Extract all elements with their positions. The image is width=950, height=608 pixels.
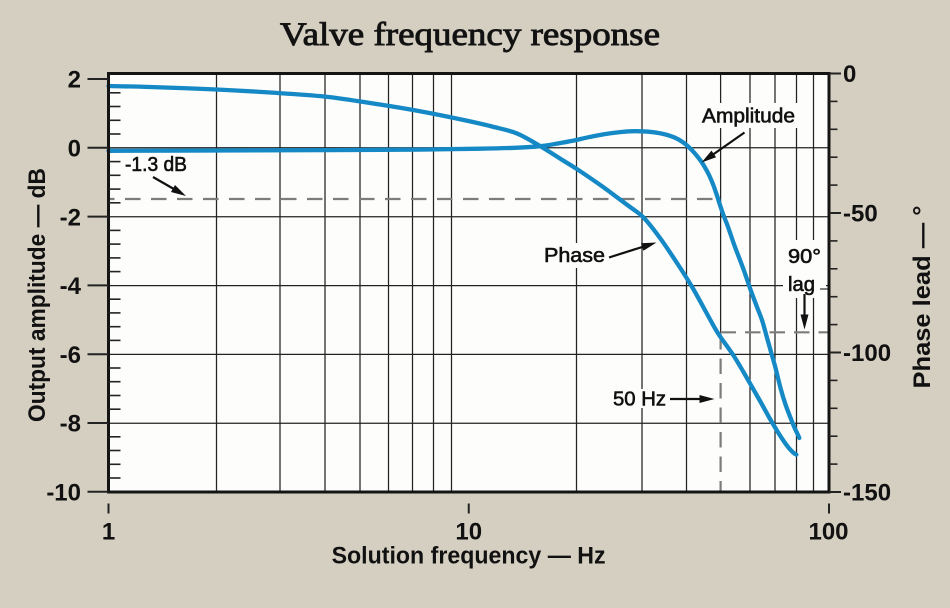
svg-text:-6: -6 (60, 342, 81, 369)
svg-text:0: 0 (843, 61, 856, 88)
svg-text:Valve frequency response: Valve frequency response (280, 17, 660, 53)
svg-text:90°: 90° (788, 246, 821, 268)
svg-text:-50: -50 (843, 201, 878, 228)
svg-text:Phase: Phase (544, 245, 605, 267)
svg-text:10: 10 (455, 519, 482, 546)
svg-text:-150: -150 (843, 480, 891, 507)
svg-text:-4: -4 (60, 273, 82, 300)
svg-text:Amplitude: Amplitude (702, 106, 795, 128)
svg-text:0: 0 (68, 136, 81, 163)
svg-text:-1.3 dB: -1.3 dB (125, 154, 187, 176)
svg-text:Output amplitude — dB: Output amplitude — dB (24, 168, 51, 422)
svg-text:-100: -100 (843, 340, 891, 367)
svg-text:lag: lag (788, 274, 815, 296)
svg-text:100: 100 (808, 519, 848, 546)
svg-text:Phase lead — °: Phase lead — ° (909, 206, 936, 389)
svg-text:1: 1 (102, 519, 115, 546)
svg-text:Solution frequency — Hz: Solution frequency — Hz (332, 543, 606, 570)
svg-text:2: 2 (68, 67, 81, 94)
svg-text:-2: -2 (60, 204, 81, 231)
svg-text:-10: -10 (46, 480, 81, 507)
svg-text:50 Hz: 50 Hz (613, 389, 666, 411)
svg-text:-8: -8 (60, 411, 81, 438)
